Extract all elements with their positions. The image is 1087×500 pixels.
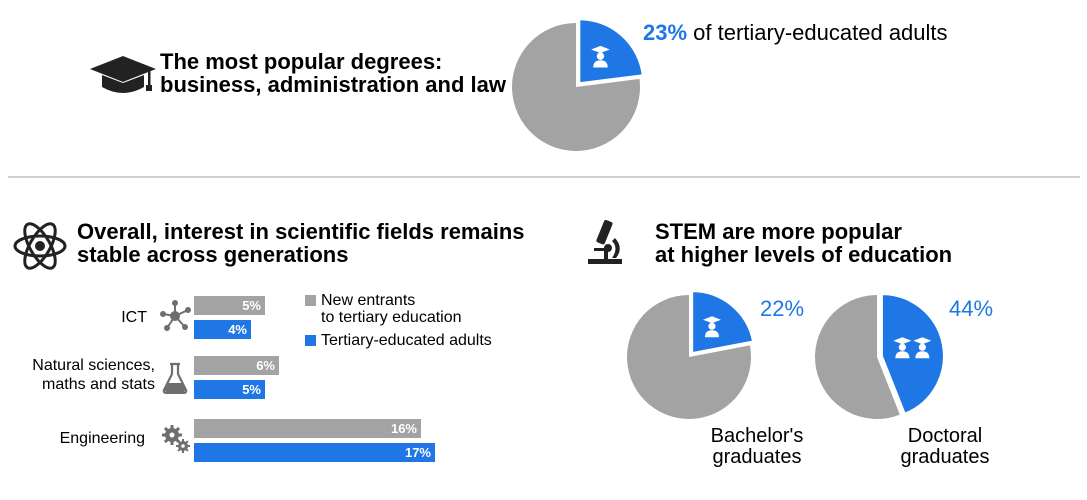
legend-label-1-line2: to tertiary education xyxy=(321,309,462,326)
bar-ict-new-entrants: 5% xyxy=(194,296,265,315)
bar-engineering-adults: 17% xyxy=(194,443,435,462)
microscope-icon xyxy=(588,219,622,264)
bachelor-pie-highlight-slice xyxy=(691,290,755,355)
bachelor-caption-line1: Bachelor's xyxy=(710,425,804,447)
doctoral-pie-pct: 44% xyxy=(949,296,994,321)
top-title-line2: business, administration and law xyxy=(160,72,506,97)
legend-label-2: Tertiary-educated adults xyxy=(321,332,492,349)
atom-icon xyxy=(13,222,67,270)
section-divider xyxy=(8,176,1080,178)
right-title-line1: STEM are more popular xyxy=(655,219,902,244)
top-pie-caption: 23% of tertiary-educated adults xyxy=(643,20,948,46)
category-label-eng-text: Engineering xyxy=(59,430,145,447)
category-label-engineering: Engineering xyxy=(60,429,145,448)
bar-ict-adults: 4% xyxy=(194,320,251,339)
bachelor-pie-pct: 22% xyxy=(760,296,805,321)
left-title-line1: Overall, interest in scientific fields r… xyxy=(77,219,525,244)
right-title: STEM are more popular at higher levels o… xyxy=(655,220,952,266)
doctoral-caption: Doctoral graduates xyxy=(885,426,1005,468)
doctoral-pie-chart xyxy=(815,293,945,419)
top-pie-suffix: of tertiary-educated adults xyxy=(687,20,948,45)
top-pie-pct: 23% xyxy=(643,20,688,45)
bachelor-caption: Bachelor's graduates xyxy=(697,426,817,468)
doctoral-caption-line1: Doctoral xyxy=(907,425,983,447)
doctoral-pie-remainder-slice xyxy=(815,295,900,419)
legend-label-1-line1: New entrants xyxy=(321,292,416,309)
top-title-line1: The most popular degrees: xyxy=(160,49,443,74)
doctoral-pie-highlight-slice xyxy=(880,293,945,416)
bachelor-caption-line2: graduates xyxy=(712,446,802,468)
network-icon xyxy=(160,300,191,331)
bachelor-pie-chart xyxy=(627,290,755,419)
category-label-ict-text: ICT xyxy=(121,309,147,326)
bar-natsci-adults: 5% xyxy=(194,380,265,399)
left-title: Overall, interest in scientific fields r… xyxy=(77,220,525,266)
legend-swatch-blue xyxy=(305,335,316,346)
legend-item-new-entrants: New entrants to tertiary education xyxy=(305,292,462,326)
top-pie-chart xyxy=(512,18,644,151)
bar-natsci-new-entrants: 6% xyxy=(194,356,279,375)
category-label-natural-sciences: Natural sciences, maths and stats xyxy=(32,356,155,394)
doctoral-pie-graduate-icon-1 xyxy=(893,337,912,359)
flask-icon xyxy=(162,362,188,394)
category-label-ns-line1: Natural sciences, xyxy=(32,357,155,374)
left-title-line2: stable across generations xyxy=(77,242,349,267)
graduation-cap-icon xyxy=(90,56,156,93)
doctoral-pie-graduate-icon-2 xyxy=(913,337,932,359)
bar-engineering-new-entrants: 16% xyxy=(194,419,421,438)
gears-icon xyxy=(162,425,190,453)
right-title-line2: at higher levels of education xyxy=(655,242,953,267)
legend-swatch-grey xyxy=(305,295,316,306)
category-label-ict: ICT xyxy=(121,308,147,327)
top-pie-remainder-slice xyxy=(512,23,640,151)
bachelor-pie-remainder-slice xyxy=(627,295,751,419)
category-label-ns-line2: maths and stats xyxy=(42,376,155,393)
legend-item-adults: Tertiary-educated adults xyxy=(305,332,492,349)
doctoral-caption-line2: graduates xyxy=(900,446,990,468)
top-pie-highlight-slice xyxy=(578,18,644,85)
top-title: The most popular degrees: business, admi… xyxy=(160,50,506,96)
bachelor-pie-graduate-icon xyxy=(702,316,721,338)
